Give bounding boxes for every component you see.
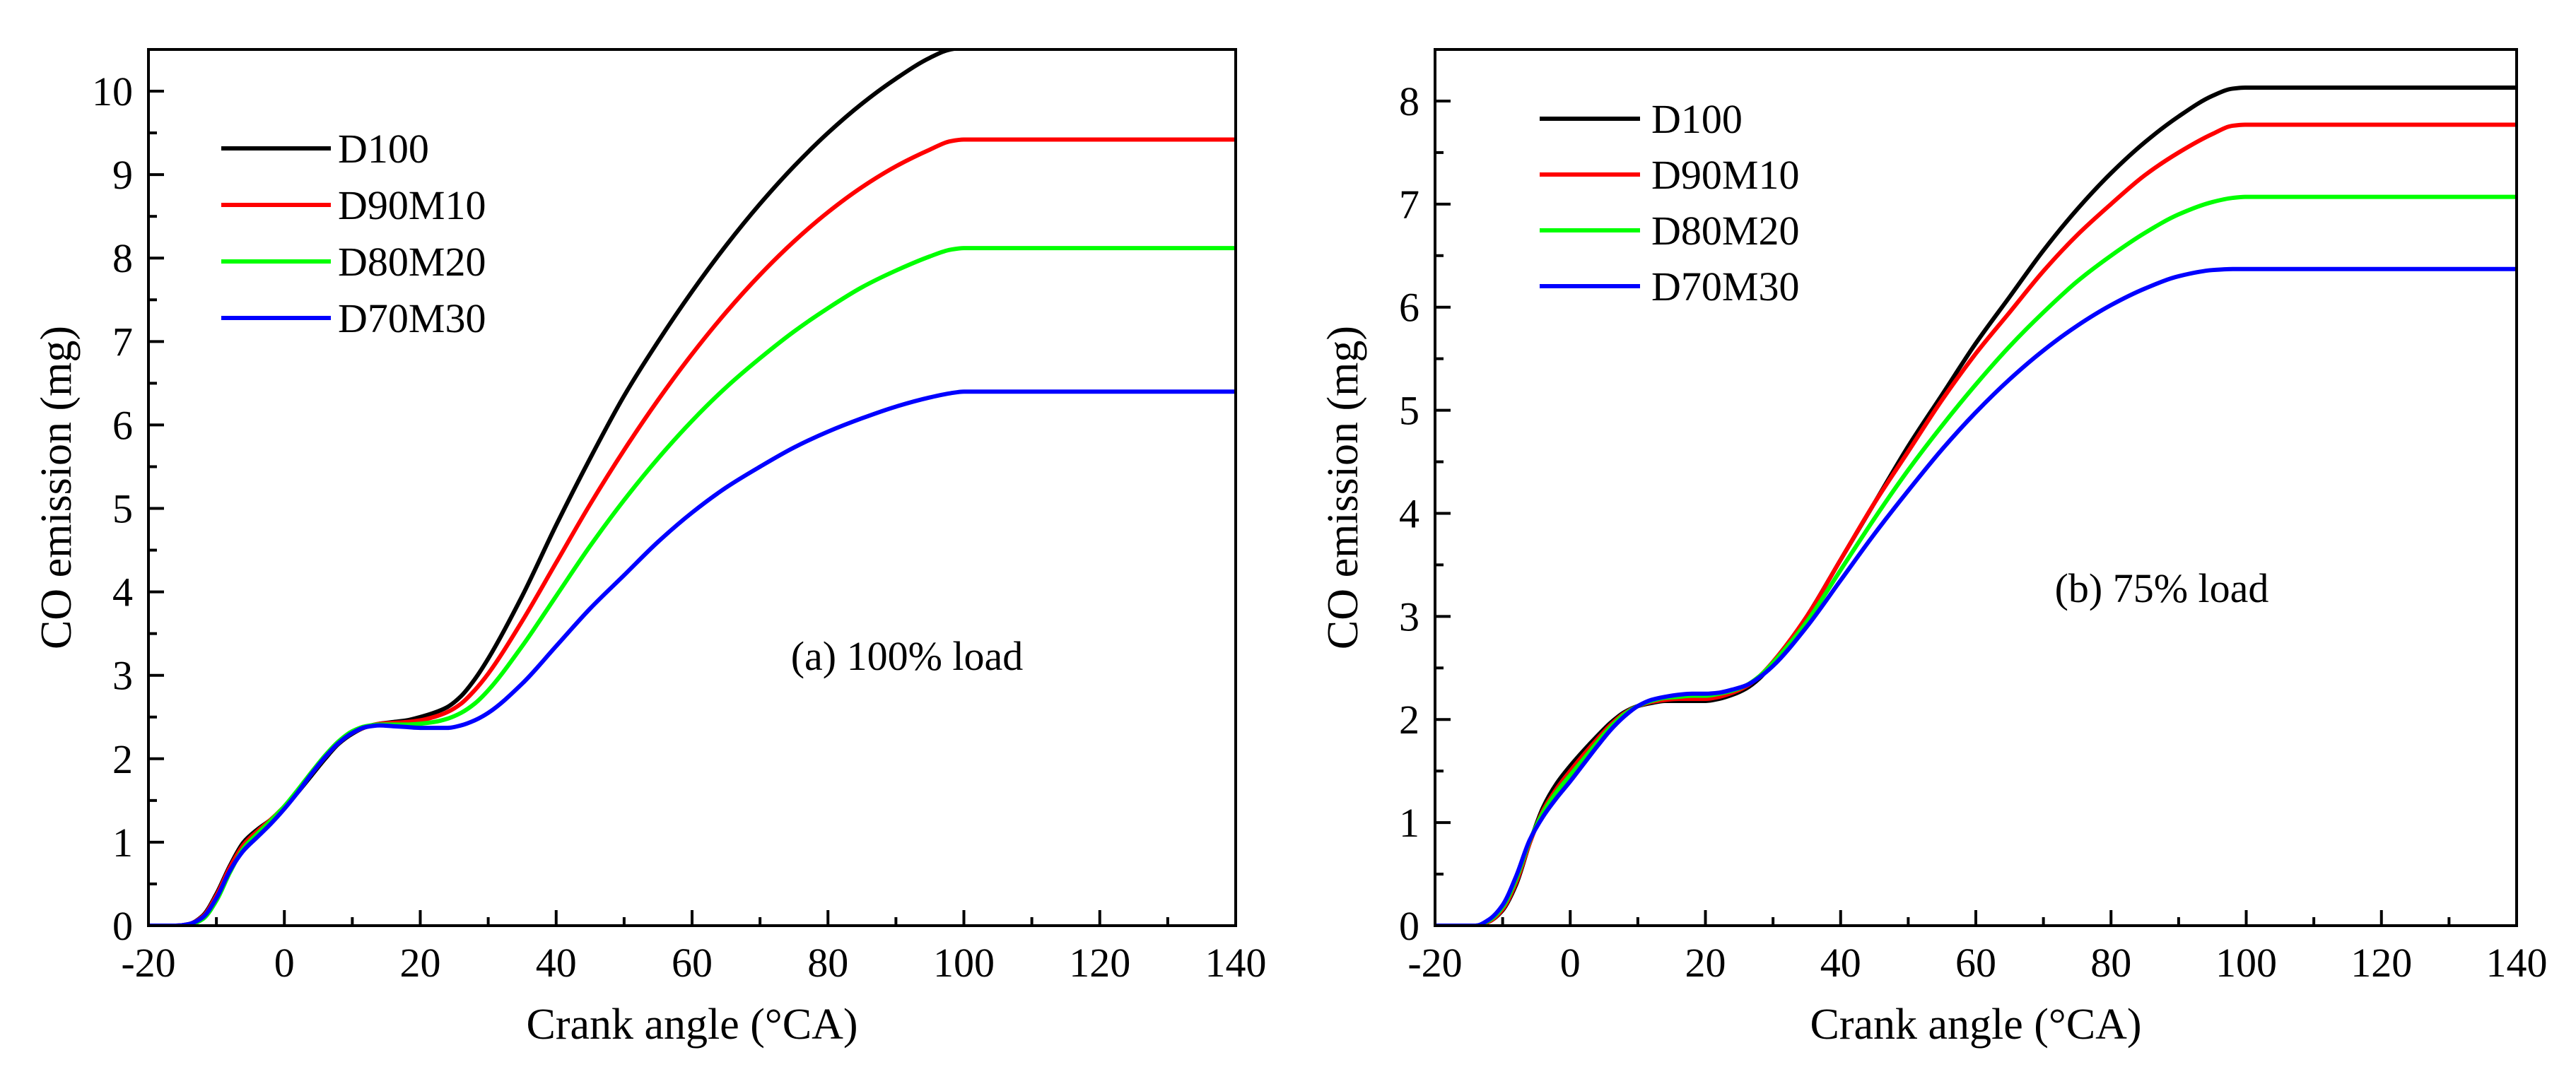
panel-b-series-line-d70m30 [1435,266,2517,926]
panel-a-y-axis-title: CO emission (mg) [33,326,81,649]
panel-b-x-tick-label: 100 [2215,940,2277,986]
panel-a-legend-label-d90m10: D90M10 [338,182,486,228]
panel-b-y-tick-label: 2 [1399,697,1419,743]
panel-a-legend-label-d70m30: D70M30 [338,295,486,341]
panel-a-series-line-d80m20 [148,246,1236,926]
panel-b-y-tick-label: 6 [1399,285,1419,331]
panel-a-y-tick-label: 10 [92,69,133,114]
panel-b-legend-label-d100: D100 [1651,96,1743,142]
panel-b-y-axis-title: CO emission (mg) [1319,326,1367,649]
panel-b-x-tick-label: 120 [2350,940,2412,986]
panel-b-x-tick-label: 60 [1955,940,1996,986]
panel-a-y-tick-label: 7 [112,319,133,365]
panel-a-x-tick-label: 80 [807,940,848,986]
panel-a-legend-label-d80m20: D80M20 [338,239,486,285]
panel-b-y-tick-label: 3 [1399,594,1419,639]
panel-a-y-tick-label: 5 [112,486,133,532]
panel-b-y-tick-label: 8 [1399,78,1419,124]
panel-a-legend-label-d100: D100 [338,126,429,172]
panel-a-annotation: (a) 100% load [791,633,1024,679]
panel-a-x-tick-label: 100 [933,940,995,986]
panel-a-y-tick-label: 0 [112,903,133,949]
panel-a-x-tick-label: 140 [1205,940,1267,986]
panel-b-legend-label-d70m30: D70M30 [1651,264,1799,309]
panel-a-x-tick-label: 20 [400,940,441,986]
panel-a-x-tick-label: 120 [1069,940,1130,986]
panel-b-x-tick-label: -20 [1407,940,1462,986]
panel-a-y-tick-label: 4 [112,570,133,615]
panel-a-series-group [148,49,1236,926]
panel-b-x-tick-label: 0 [1560,940,1581,986]
panel-b-y-tick-label: 7 [1399,182,1419,228]
panel-b-x-axis-title: Crank angle (°CA) [1810,1001,2142,1049]
panel-b-x-tick-label: 20 [1685,940,1726,986]
panel-b-x-tick-label: 80 [2090,940,2131,986]
panel-a-y-tick-label: 2 [112,736,133,782]
panel-a-y-tick-label: 3 [112,653,133,699]
panel-b-legend-label-d90m10: D90M10 [1651,152,1799,198]
panel-a-y-tick-label: 6 [112,402,133,448]
panel-a-y-tick-label: 8 [112,235,133,281]
panel-b-y-tick-label: 0 [1399,903,1419,949]
panel-b-y-tick-label: 4 [1399,490,1419,536]
panel-b-y-tick-label: 5 [1399,388,1419,434]
panel-b-annotation: (b) 75% load [2055,565,2269,611]
panel-a-series-line-d70m30 [148,389,1236,926]
panel-a-x-tick-label: 60 [672,940,713,986]
panel-a-x-tick-label: 0 [274,940,295,986]
panel-b-legend-label-d80m20: D80M20 [1651,208,1799,254]
panel-a-legend: D100 D90M10 D80M20 D70M30 [221,126,486,341]
panel-b-x-tick-label: 140 [2486,940,2548,986]
panel-b-y-tick-label: 1 [1399,800,1419,846]
panel-b-series-group [1435,85,2517,926]
panel-a-y-tick-label: 9 [112,152,133,198]
panel-a-x-tick-label: -20 [121,940,175,986]
panel-a-y-tick-label: 1 [112,820,133,866]
panel-a-x-tick-label: 40 [536,940,577,986]
panel-a-x-axis-title: Crank angle (°CA) [527,1001,858,1049]
panel-b-legend: D100 D90M10 D80M20 D70M30 [1540,96,1799,309]
panel-b-x-tick-label: 40 [1820,940,1861,986]
